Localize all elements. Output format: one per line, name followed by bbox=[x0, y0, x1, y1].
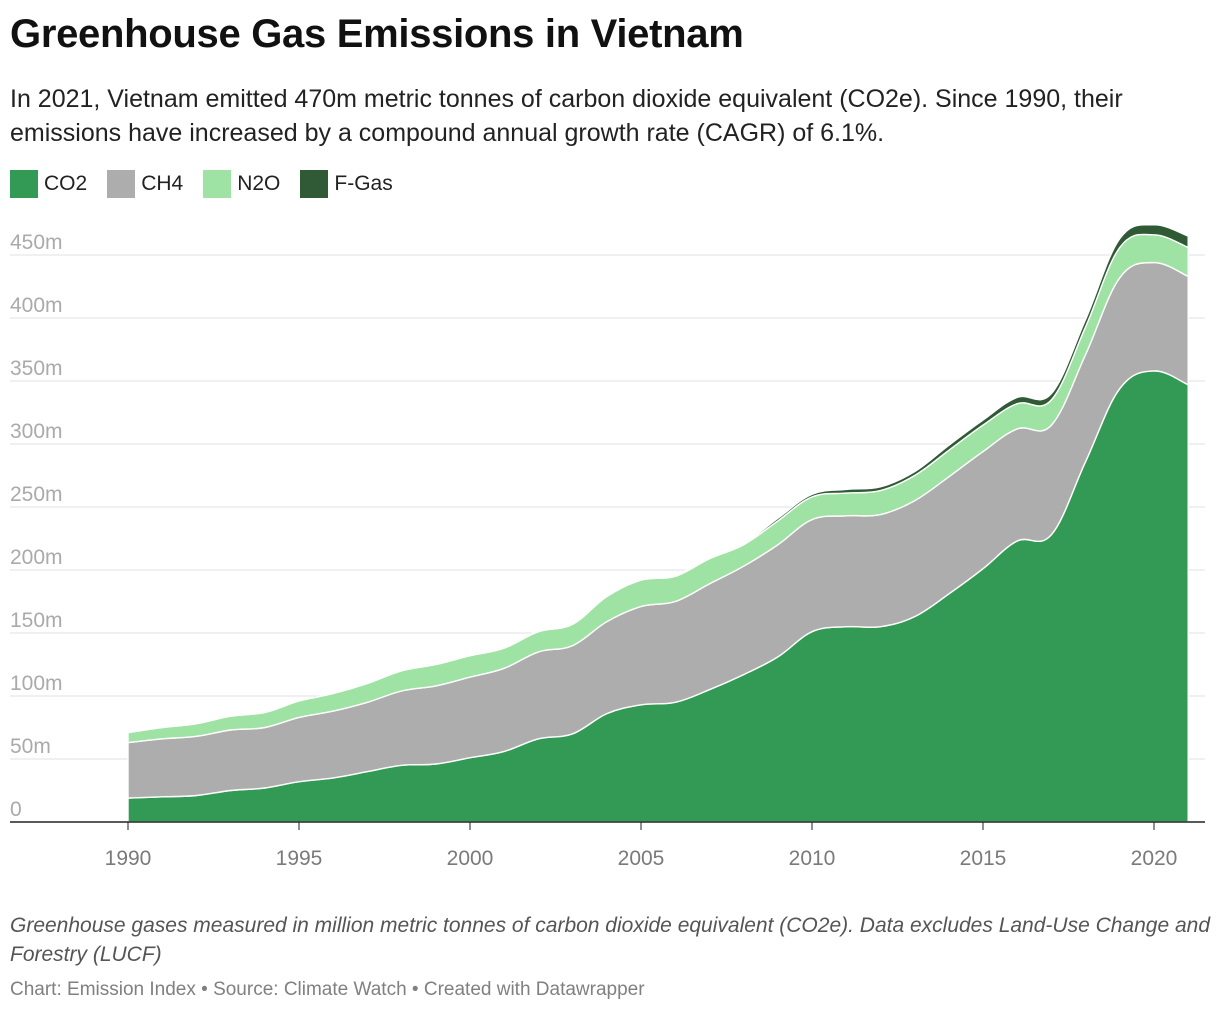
legend-swatch-n2o bbox=[203, 170, 232, 198]
area-fgas bbox=[127, 224, 1189, 734]
y-tick-label: 300m bbox=[10, 420, 63, 443]
x-tick-label: 2000 bbox=[447, 847, 494, 870]
y-tick-label: 450m bbox=[10, 231, 63, 254]
legend-label-fgas: F-Gas bbox=[334, 172, 393, 195]
y-tick-label: 350m bbox=[10, 357, 63, 380]
stacked-area-chart: 0 50m 100m 150m 200m 250m 300m 350m 400m 450m 1990… bbox=[10, 224, 1205, 870]
legend-item-ch4: CH4 bbox=[107, 170, 183, 198]
x-tick-label: 2015 bbox=[960, 847, 1007, 870]
legend-item-fgas: F-Gas bbox=[300, 170, 393, 198]
y-tick-label: 150m bbox=[10, 609, 63, 632]
chart-title: Greenhouse Gas Emissions in Vietnam bbox=[10, 12, 744, 56]
legend-item-n2o: N2O bbox=[203, 170, 280, 198]
y-tick-label: 50m bbox=[10, 735, 51, 758]
x-tick-label: 2010 bbox=[789, 847, 836, 870]
legend-label-co2: CO2 bbox=[44, 172, 88, 195]
y-tick-label: 100m bbox=[10, 672, 63, 695]
y-tick-label: 400m bbox=[10, 294, 63, 317]
legend-label-n2o: N2O bbox=[237, 172, 281, 195]
chart-notes: Greenhouse gases measured in million met… bbox=[10, 914, 1211, 966]
x-tick-label: 2005 bbox=[618, 847, 665, 870]
legend: CO2 CH4 N2O F-Gas bbox=[10, 170, 413, 198]
y-tick-label: 200m bbox=[10, 546, 63, 569]
y-tick-label: 0 bbox=[10, 798, 22, 821]
chart-subtitle: In 2021, Vietnam emitted 470m metric ton… bbox=[10, 85, 1123, 147]
y-tick-label: 250m bbox=[10, 483, 63, 506]
legend-swatch-ch4 bbox=[107, 170, 136, 198]
x-tick-label: 2020 bbox=[1131, 847, 1178, 870]
legend-swatch-fgas bbox=[300, 170, 329, 198]
legend-swatch-co2 bbox=[10, 170, 38, 198]
legend-label-ch4: CH4 bbox=[141, 172, 184, 195]
x-tick-label: 1995 bbox=[276, 847, 323, 870]
x-tick-label: 1990 bbox=[105, 847, 152, 870]
legend-item-co2: CO2 bbox=[10, 170, 87, 198]
chart-footer: Chart: Emission Index • Source: Climate … bbox=[10, 979, 645, 1000]
